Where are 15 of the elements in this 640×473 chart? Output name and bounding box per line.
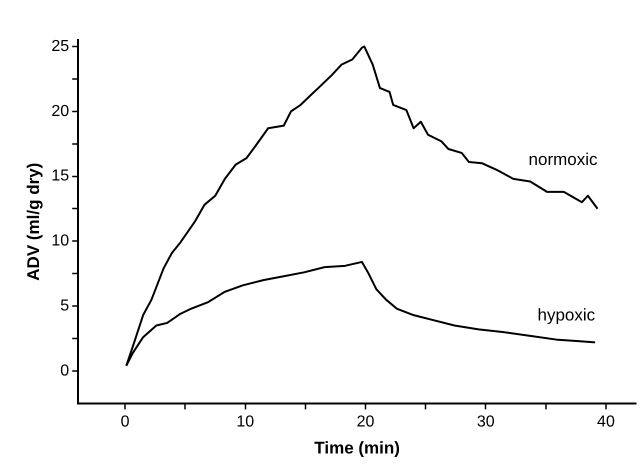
series-label: normoxic xyxy=(528,150,598,169)
series-label: hypoxic xyxy=(537,306,596,325)
x-tick-label: 40 xyxy=(597,413,615,430)
y-axis-title: ADV (ml/g dry) xyxy=(24,162,43,281)
x-tick-label: 20 xyxy=(356,413,375,430)
y-tick-label: 15 xyxy=(51,168,70,185)
x-axis-title: Time (min) xyxy=(314,438,400,458)
y-tick-label: 10 xyxy=(51,232,70,250)
x-tick-label: 10 xyxy=(236,413,254,430)
y-tick-label: 0 xyxy=(60,362,70,380)
y-tick-label: 25 xyxy=(51,38,70,55)
x-tick-label: 30 xyxy=(476,413,495,430)
x-tick-label: 0 xyxy=(120,413,130,430)
y-tick-label: 5 xyxy=(60,297,70,314)
y-tick-label: 20 xyxy=(51,102,70,120)
